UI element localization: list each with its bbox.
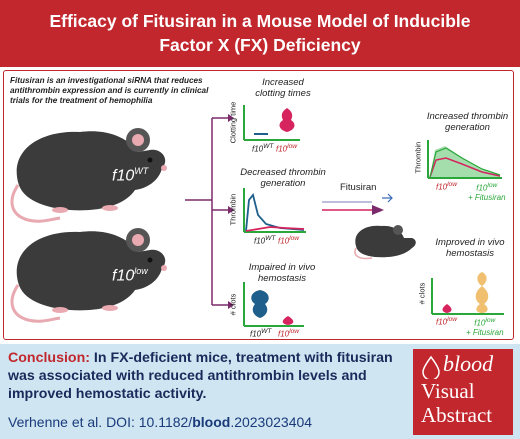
thrombin-right-title: Increased thrombin generation: [426, 111, 509, 133]
intro-text: Fitusiran is an investigational siRNA th…: [10, 76, 209, 105]
hemostasis-right-chart: [431, 272, 504, 315]
fitusiran-label: Fitusiran: [340, 182, 377, 193]
hemostasis-right-ylabel: # clots: [417, 282, 427, 305]
low-thrombin-curve: [245, 226, 305, 232]
blood-drop-icon: [422, 355, 440, 379]
clotting-ylabel: Clotting time: [228, 101, 238, 144]
thrombin-ylabel: Thrombin: [228, 193, 238, 226]
small-mouse-icon: [354, 225, 416, 260]
hemostasis-ylabel: # clots: [228, 293, 238, 316]
fitusiran-thrombin-curve: [429, 147, 501, 178]
conclusion-text: Conclusion: In FX-deficient mice, treatm…: [8, 350, 393, 402]
citation: Verhenne et al. DOI: 10.1182/blood.20230…: [8, 414, 313, 430]
mouse-wt-icon: [10, 128, 167, 223]
wt-clots-violin: [251, 290, 269, 318]
thrombin-right-x1: f10low: [436, 181, 458, 192]
mouse-low-label: f10low: [112, 266, 148, 285]
thrombin-right-x2: f10low + Fitusiran: [468, 182, 506, 202]
title-banner: Efficacy of Fitusiran in a Mouse Model o…: [0, 0, 520, 67]
hemostasis-right-x2: f10low + Fitusiran: [466, 317, 504, 337]
wt-thrombin-curve: [245, 193, 305, 232]
clotting-x2: f10low: [276, 143, 298, 154]
title: Efficacy of Fitusiran in a Mouse Model o…: [10, 9, 510, 57]
low-thrombin-right-curve: [429, 157, 501, 178]
fitusiran-arrow: [322, 193, 393, 215]
hemostasis-right-x1: f10low: [436, 316, 458, 327]
title-line-1: Efficacy of Fitusiran in a Mouse Model o…: [49, 11, 471, 31]
clotting-x1: f10WT: [252, 143, 274, 154]
fitusiran-clots-violin: [475, 272, 489, 313]
thrombin-x2: f10low: [278, 235, 300, 246]
hemostasis-right-title: Improved in vivo hemostasis: [435, 237, 505, 259]
clotting-chart: [243, 105, 300, 141]
thrombin-chart: [243, 188, 306, 233]
thrombin-right-chart: [427, 140, 502, 179]
low-clot-violin: [279, 108, 295, 132]
mouse-low-icon: [10, 228, 167, 323]
low-clots-right-violin: [442, 304, 452, 313]
low-clots-violin: [282, 316, 294, 325]
thrombin-right-ylabel: Thrombin: [413, 141, 423, 174]
thrombin-title: Decreased thrombin generation: [240, 167, 326, 189]
logo-word-blood: blood: [443, 351, 494, 376]
mouse-wt-label: f10WT: [112, 166, 149, 185]
hemostasis-chart: [243, 282, 304, 327]
hemostasis-x2: f10low: [278, 328, 300, 339]
logo-word-visual: Visual: [421, 379, 475, 403]
blood-logo: blood Visual Abstract: [413, 349, 513, 435]
branch-arrows: [185, 114, 234, 309]
hemostasis-x1: f10WT: [250, 328, 272, 339]
clotting-title: Increased clotting times: [255, 77, 311, 99]
illustration: [10, 105, 504, 327]
logo-word-abstract: Abstract: [421, 403, 493, 427]
hemostasis-title: Impaired in vivo hemostasis: [248, 262, 316, 284]
main-panel: [3, 70, 514, 340]
title-line-2: Factor X (FX) Deficiency: [159, 35, 361, 55]
thrombin-x1: f10WT: [254, 235, 276, 246]
